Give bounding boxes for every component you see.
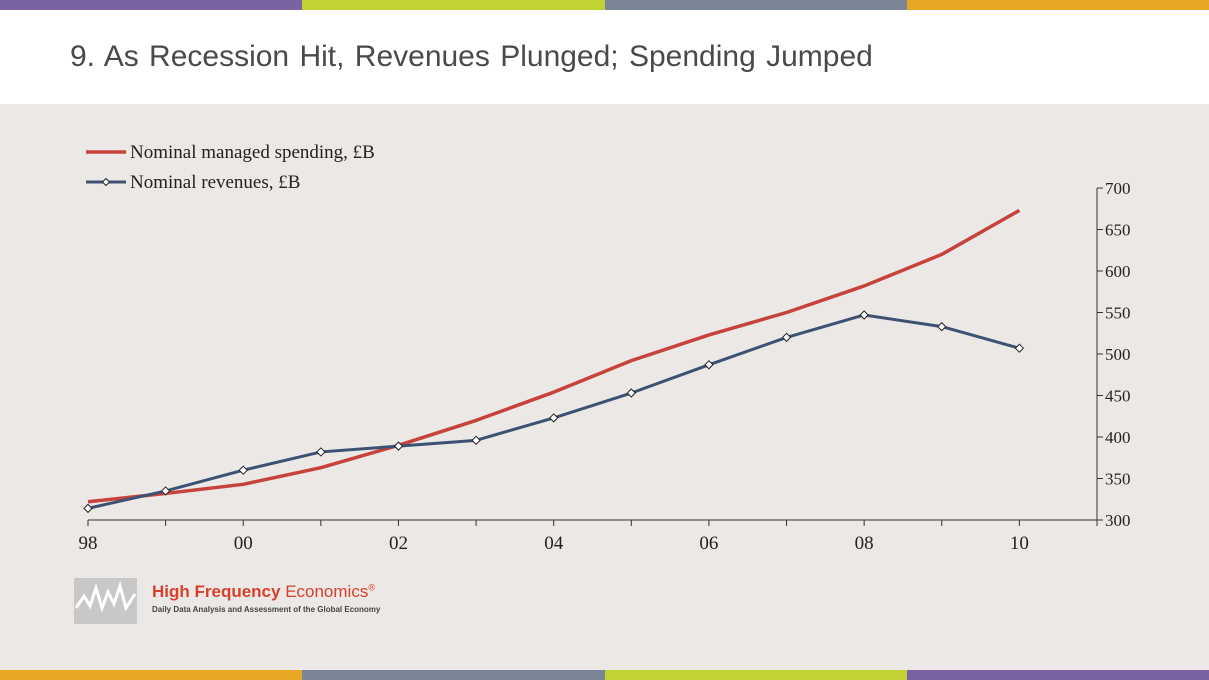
revenue-data-point bbox=[781, 332, 792, 343]
y-tick-label: 350 bbox=[1105, 470, 1131, 489]
logo-wave-icon bbox=[74, 578, 137, 624]
y-tick-label: 300 bbox=[1105, 511, 1131, 530]
y-tick-label: 700 bbox=[1105, 179, 1131, 198]
legend-label: Nominal managed spending, £B bbox=[130, 142, 375, 163]
stripe-segment bbox=[604, 0, 907, 10]
stripe-segment bbox=[302, 0, 605, 10]
logo-name-bold: High Frequency bbox=[152, 582, 286, 601]
series-line-revenues bbox=[87, 313, 1020, 510]
revenue-data-point bbox=[548, 413, 559, 423]
bottom-color-stripe bbox=[0, 670, 1209, 680]
stripe-segment bbox=[302, 670, 605, 680]
revenue-data-point bbox=[1014, 343, 1025, 353]
stripe-segment bbox=[0, 670, 303, 680]
x-tick-label: 08 bbox=[855, 533, 874, 554]
series-line-spending bbox=[87, 208, 1021, 504]
legend-label: Nominal revenues, £B bbox=[130, 172, 300, 193]
stripe-segment bbox=[906, 670, 1209, 680]
company-logo: High Frequency Economics® Daily Data Ana… bbox=[74, 578, 494, 626]
stripe-segment bbox=[604, 670, 907, 680]
stripe-segment bbox=[906, 0, 1209, 10]
revenue-data-point bbox=[626, 388, 637, 398]
logo-registered-mark: ® bbox=[368, 582, 375, 593]
logo-name: High Frequency Economics® bbox=[152, 582, 375, 602]
x-tick-label: 98 bbox=[79, 533, 98, 554]
revenue-data-point bbox=[471, 435, 481, 446]
stripe-segment bbox=[0, 0, 303, 10]
revenue-data-point bbox=[83, 503, 93, 514]
x-tick-label: 10 bbox=[1010, 533, 1029, 554]
revenue-data-point bbox=[393, 441, 404, 451]
y-tick-label: 450 bbox=[1105, 387, 1131, 406]
y-tick-label: 500 bbox=[1105, 345, 1131, 364]
y-tick-label: 400 bbox=[1105, 428, 1131, 447]
y-tick-label: 550 bbox=[1105, 304, 1131, 323]
x-tick-label: 06 bbox=[699, 533, 718, 554]
x-tick-label: 04 bbox=[544, 533, 564, 554]
top-color-stripe bbox=[0, 0, 1209, 10]
x-tick-label: 02 bbox=[389, 533, 408, 554]
chart-panel: 98 00 02 04 06 08 10 300 350 400 450 500 550 600 650 70… bbox=[0, 104, 1209, 670]
slide-title: 9. As Recession Hit, Revenues Plunged; S… bbox=[70, 40, 873, 73]
line-chart: 98 00 02 04 06 08 10 300 350 400 450 500 550 600 650 70… bbox=[79, 142, 1131, 554]
legend-marker bbox=[101, 177, 111, 187]
revenue-data-point bbox=[937, 321, 947, 332]
revenue-data-point bbox=[238, 465, 248, 475]
y-tick-label: 600 bbox=[1105, 262, 1131, 281]
revenue-data-point bbox=[316, 447, 326, 457]
revenue-data-point bbox=[160, 486, 171, 496]
logo-name-light: Economics bbox=[285, 582, 369, 601]
x-tick-label: 00 bbox=[234, 533, 253, 554]
logo-tagline: Daily Data Analysis and Assessment of th… bbox=[152, 605, 381, 614]
revenue-data-point bbox=[859, 310, 869, 320]
revenue-data-point bbox=[704, 360, 714, 370]
y-tick-label: 650 bbox=[1105, 221, 1131, 240]
